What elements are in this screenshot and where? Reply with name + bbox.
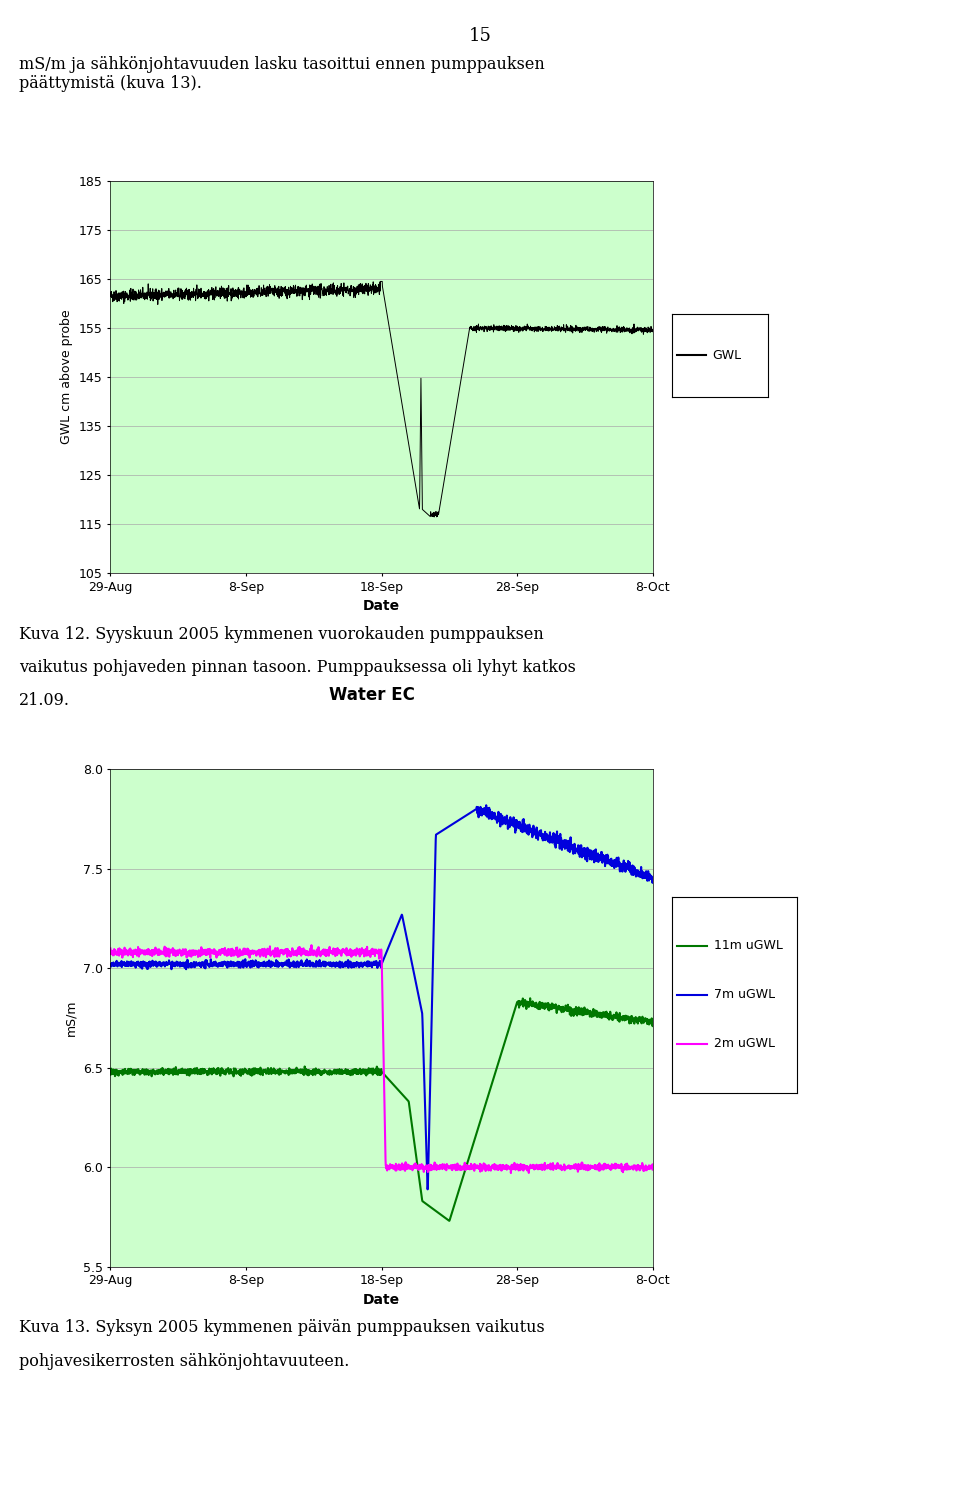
X-axis label: Date: Date <box>363 599 400 614</box>
Text: mS/m ja sähkönjohtavuuden lasku tasoittui ennen pumppauksen: mS/m ja sähkönjohtavuuden lasku tasoittu… <box>19 56 545 72</box>
Text: Kuva 13. Syksyn 2005 kymmenen päivän pumppauksen vaikutus: Kuva 13. Syksyn 2005 kymmenen päivän pum… <box>19 1320 545 1336</box>
Text: vaikutus pohjaveden pinnan tasoon. Pumppauksessa oli lyhyt katkos: vaikutus pohjaveden pinnan tasoon. Pumpp… <box>19 659 576 676</box>
Y-axis label: GWL cm above probe: GWL cm above probe <box>60 309 73 445</box>
Text: 11m uGWL: 11m uGWL <box>714 939 783 952</box>
Text: päättymistä (kuva 13).: päättymistä (kuva 13). <box>19 75 202 92</box>
Text: 7m uGWL: 7m uGWL <box>714 988 776 1001</box>
Text: Kuva 12. Syyskuun 2005 kymmenen vuorokauden pumppauksen: Kuva 12. Syyskuun 2005 kymmenen vuorokau… <box>19 626 544 642</box>
Text: pohjavesikerrosten sähkönjohtavuuteen.: pohjavesikerrosten sähkönjohtavuuteen. <box>19 1353 349 1369</box>
Text: Water EC: Water EC <box>328 686 415 704</box>
Text: 2m uGWL: 2m uGWL <box>714 1038 776 1050</box>
Text: 15: 15 <box>468 27 492 45</box>
X-axis label: Date: Date <box>363 1292 400 1307</box>
Text: 21.09.: 21.09. <box>19 692 70 709</box>
Text: GWL: GWL <box>712 348 741 362</box>
Y-axis label: mS/m: mS/m <box>64 1000 77 1036</box>
